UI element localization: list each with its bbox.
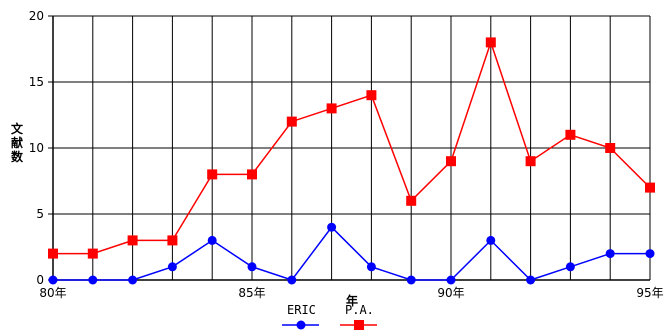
x-tick-label: 95年 — [636, 286, 663, 300]
data-point — [207, 235, 217, 245]
data-point — [247, 169, 257, 180]
data-point — [327, 222, 337, 232]
y-tick-label: 15 — [29, 75, 44, 89]
series-line-pa — [53, 40, 651, 255]
data-point — [565, 262, 575, 272]
data-point — [326, 103, 337, 114]
data-point — [247, 262, 257, 272]
legend-label: ERIC — [287, 303, 316, 317]
data-point — [406, 275, 416, 285]
data-point — [287, 275, 297, 285]
data-point — [48, 275, 58, 285]
x-axis-label: 年 — [346, 293, 358, 308]
x-tick-label: 80年 — [39, 286, 66, 300]
series-layer — [48, 37, 655, 285]
y-tick-labels: 0 5 10 15 20 — [29, 9, 44, 287]
data-point — [167, 262, 177, 272]
y-tick-label: 10 — [29, 141, 44, 155]
legend-marker — [296, 320, 306, 330]
data-point — [286, 116, 297, 127]
data-point — [645, 182, 655, 193]
legend: ERIC P.A. — [282, 303, 377, 330]
x-tick-labels: 80年 85年 90年 95年 — [39, 286, 663, 300]
data-point — [446, 156, 456, 167]
data-point — [207, 169, 218, 180]
y-tick-label: 0 — [36, 273, 44, 287]
data-point — [645, 249, 655, 259]
legend-label: P.A. — [345, 303, 374, 317]
data-point — [128, 275, 138, 285]
data-point — [366, 262, 376, 272]
x-tick-label: 85年 — [238, 286, 265, 300]
data-point — [605, 143, 616, 153]
y-tick-label: 20 — [29, 9, 44, 23]
data-point — [48, 248, 58, 259]
data-point — [167, 235, 178, 246]
data-point — [526, 275, 536, 285]
data-point — [87, 248, 98, 259]
y-tick-label: 5 — [36, 207, 44, 221]
data-point — [366, 90, 377, 101]
data-point — [486, 235, 496, 245]
data-point — [485, 37, 496, 48]
y-axis-label: 文献数 — [11, 121, 24, 164]
data-point — [525, 156, 536, 167]
series-line-eric — [53, 226, 650, 281]
data-point — [446, 275, 456, 285]
data-point — [605, 249, 615, 259]
data-point — [127, 235, 138, 246]
data-point — [406, 195, 417, 206]
data-point — [88, 275, 98, 285]
x-tick-label: 90年 — [437, 286, 464, 300]
legend-marker — [354, 320, 364, 330]
axes — [52, 16, 650, 281]
data-point — [565, 129, 576, 140]
